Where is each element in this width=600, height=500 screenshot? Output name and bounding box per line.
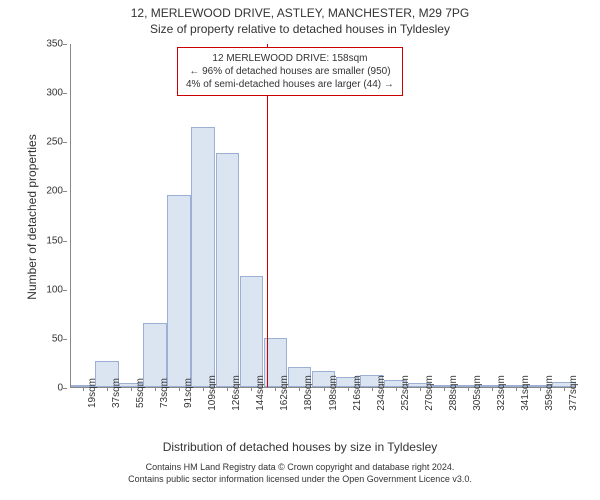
yaxis-label: Number of detached properties: [25, 117, 39, 317]
ytick-label: 150: [46, 235, 63, 246]
ytick-label: 0: [57, 383, 63, 394]
ytick: [63, 290, 67, 291]
xtick-label: 341sqm: [520, 375, 531, 411]
xtick: [348, 387, 349, 391]
ytick-label: 200: [46, 186, 63, 197]
xtick: [516, 387, 517, 391]
histogram-bar: [216, 153, 240, 387]
xtick: [227, 387, 228, 391]
xtick: [203, 387, 204, 391]
xtick-label: 270sqm: [424, 375, 435, 411]
histogram-bar: [240, 276, 264, 387]
xtick: [492, 387, 493, 391]
attribution: Contains HM Land Registry data © Crown c…: [0, 462, 600, 485]
xtick: [83, 387, 84, 391]
ytick: [63, 191, 67, 192]
ytick: [63, 93, 67, 94]
ytick-label: 300: [46, 88, 63, 99]
xtick: [396, 387, 397, 391]
attribution-line2: Contains public sector information licen…: [0, 474, 600, 486]
ytick: [63, 142, 67, 143]
xtick-label: 323sqm: [496, 375, 507, 411]
xtick-label: 288sqm: [448, 375, 459, 411]
ytick: [63, 339, 67, 340]
xtick: [275, 387, 276, 391]
ytick-label: 350: [46, 39, 63, 50]
ytick-label: 250: [46, 137, 63, 148]
histogram-bar: [167, 195, 191, 387]
xtick: [107, 387, 108, 391]
title-line2: Size of property relative to detached ho…: [0, 22, 600, 36]
callout-box: 12 MERLEWOOD DRIVE: 158sqm ← 96% of deta…: [177, 47, 403, 96]
xtick: [155, 387, 156, 391]
xtick: [444, 387, 445, 391]
callout-line1: 12 MERLEWOOD DRIVE: 158sqm: [186, 52, 394, 65]
xtick: [299, 387, 300, 391]
xtick-label: 305sqm: [472, 375, 483, 411]
xaxis-label: Distribution of detached houses by size …: [0, 440, 600, 454]
xtick: [420, 387, 421, 391]
histogram-bar: [191, 127, 215, 387]
xtick: [372, 387, 373, 391]
xtick: [540, 387, 541, 391]
xtick-label: 377sqm: [568, 375, 579, 411]
chart-container: 12, MERLEWOOD DRIVE, ASTLEY, MANCHESTER,…: [0, 0, 600, 500]
title-line1: 12, MERLEWOOD DRIVE, ASTLEY, MANCHESTER,…: [0, 6, 600, 20]
xtick: [131, 387, 132, 391]
xtick-label: 359sqm: [544, 375, 555, 411]
attribution-line1: Contains HM Land Registry data © Crown c…: [0, 462, 600, 474]
ytick: [63, 388, 67, 389]
ytick: [63, 44, 67, 45]
xtick: [251, 387, 252, 391]
ytick-label: 50: [52, 333, 63, 344]
callout-line3: 4% of semi-detached houses are larger (4…: [186, 78, 394, 91]
ytick: [63, 241, 67, 242]
callout-line2: ← 96% of detached houses are smaller (95…: [186, 65, 394, 78]
xtick: [179, 387, 180, 391]
xtick: [468, 387, 469, 391]
xtick: [564, 387, 565, 391]
xtick-label: 252sqm: [400, 375, 411, 411]
ytick-label: 100: [46, 284, 63, 295]
xtick: [324, 387, 325, 391]
